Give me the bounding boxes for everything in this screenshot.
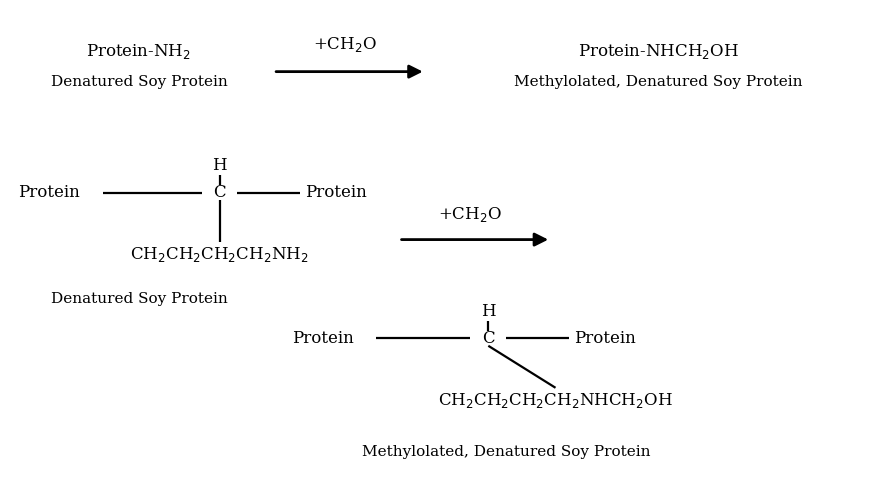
Text: Protein: Protein	[292, 330, 353, 347]
Text: Protein: Protein	[306, 184, 366, 201]
Text: CH$_2$CH$_2$CH$_2$CH$_2$NHCH$_2$OH: CH$_2$CH$_2$CH$_2$CH$_2$NHCH$_2$OH	[438, 391, 673, 410]
Text: H: H	[212, 157, 227, 174]
Text: C: C	[213, 184, 226, 201]
Text: Methylolated, Denatured Soy Protein: Methylolated, Denatured Soy Protein	[514, 75, 803, 88]
Text: Denatured Soy Protein: Denatured Soy Protein	[50, 292, 228, 306]
Text: Denatured Soy Protein: Denatured Soy Protein	[50, 75, 228, 88]
Text: C: C	[482, 330, 495, 347]
Text: Protein-NH$_2$: Protein-NH$_2$	[87, 42, 191, 61]
Text: Protein-NHCH$_2$OH: Protein-NHCH$_2$OH	[578, 42, 739, 61]
Text: +CH$_2$O: +CH$_2$O	[313, 35, 377, 54]
Text: H: H	[481, 303, 495, 320]
Text: Protein: Protein	[19, 184, 80, 201]
Text: Protein: Protein	[574, 330, 635, 347]
Text: +CH$_2$O: +CH$_2$O	[438, 206, 503, 224]
Text: CH$_2$CH$_2$CH$_2$CH$_2$NH$_2$: CH$_2$CH$_2$CH$_2$CH$_2$NH$_2$	[130, 245, 309, 264]
Text: Methylolated, Denatured Soy Protein: Methylolated, Denatured Soy Protein	[362, 445, 650, 459]
